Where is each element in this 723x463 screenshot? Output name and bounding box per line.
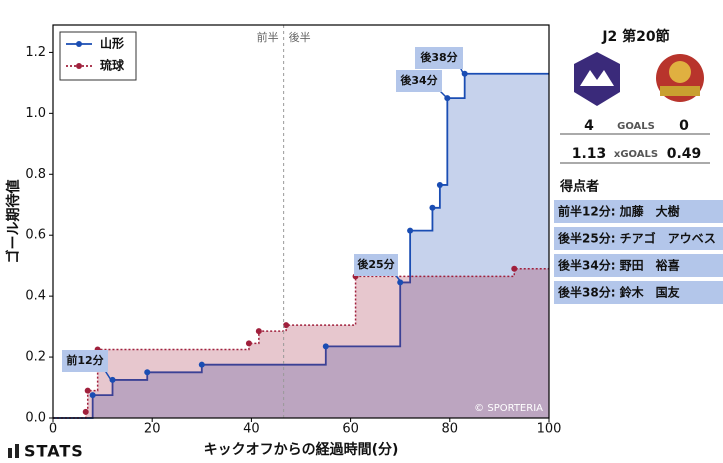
scorer-row [554, 200, 723, 223]
legend-label: 山形 [100, 36, 124, 51]
x-tick-label: 0 [49, 422, 57, 437]
area-fill [53, 268, 549, 418]
half-label: 後半 [289, 30, 311, 44]
data-point [255, 328, 262, 335]
footer-brand: STATS [24, 442, 84, 461]
data-point [436, 181, 443, 188]
scorer-text: 後半25分: チアゴ アウベス [558, 231, 716, 246]
legend-marker [76, 63, 82, 69]
data-point [322, 343, 329, 350]
legend-box [59, 31, 137, 81]
annotation-text: 後25分 [357, 257, 394, 271]
data-point [283, 322, 290, 329]
stats-icon [8, 444, 19, 458]
data-point [429, 204, 436, 211]
scorer-row [554, 254, 723, 277]
plot-frame [52, 24, 550, 419]
stat-text: 1.13 [572, 146, 607, 162]
stat-text: 0.49 [667, 146, 702, 162]
annotation-box [415, 47, 463, 69]
legend-marker [76, 41, 82, 47]
y-tick-label: 0.0 [25, 411, 46, 426]
data-point [511, 265, 518, 272]
y-tick-label: 1.0 [25, 106, 46, 121]
annotation-box [354, 254, 398, 276]
annotation-text: 前12分 [66, 353, 103, 367]
stat-text: xGOALS [614, 149, 658, 160]
data-point [82, 408, 89, 415]
x-axis-label: キックオフからの経過時間(分) [204, 441, 399, 458]
annotation-box [396, 70, 442, 92]
stat-text: 4 [584, 118, 594, 134]
y-tick-label: 0.8 [25, 167, 46, 182]
annotation-text: 後38分 [420, 50, 457, 64]
logos [574, 52, 704, 106]
data-point [198, 361, 205, 368]
data-point [397, 279, 404, 286]
x-tick-label: 100 [537, 422, 562, 437]
x-tick-label: 40 [243, 422, 260, 437]
data-point [84, 387, 91, 394]
scorer-text: 前半12分: 加藤 大樹 [558, 204, 680, 219]
scorer-text: 後半34分: 野田 裕喜 [558, 258, 680, 273]
x-tick-label: 20 [144, 422, 161, 437]
data-point [245, 340, 252, 347]
stat-text: 0 [679, 118, 689, 134]
scorers-title: 得点者 [559, 179, 599, 195]
credit: © SPORTERIA [474, 403, 543, 414]
annotation-text: 後34分 [400, 73, 437, 87]
y-tick-label: 0.6 [25, 228, 46, 243]
stats-lines [560, 133, 710, 164]
area-fill [53, 73, 549, 418]
stat-text: GOALS [617, 121, 655, 132]
scorer-row [554, 227, 723, 250]
data-point [109, 376, 116, 383]
annotation-box [62, 350, 108, 372]
y-tick-label: 1.2 [25, 45, 46, 60]
scorer-row [554, 281, 723, 304]
data-point [89, 392, 96, 399]
x-tick-label: 60 [342, 422, 359, 437]
half-label: 前半 [257, 30, 279, 44]
y-axis-label: ゴール期待値 [5, 180, 22, 264]
y-tick-label: 0.4 [25, 289, 46, 304]
data-point [407, 227, 414, 234]
panel-title: J2 第20節 [601, 28, 669, 45]
x-tick-label: 80 [442, 422, 459, 437]
y-tick-label: 0.2 [25, 350, 46, 365]
legend-label: 琉球 [100, 58, 125, 73]
data-point [144, 369, 151, 376]
scorer-text: 後半38分: 鈴木 国友 [558, 285, 680, 300]
